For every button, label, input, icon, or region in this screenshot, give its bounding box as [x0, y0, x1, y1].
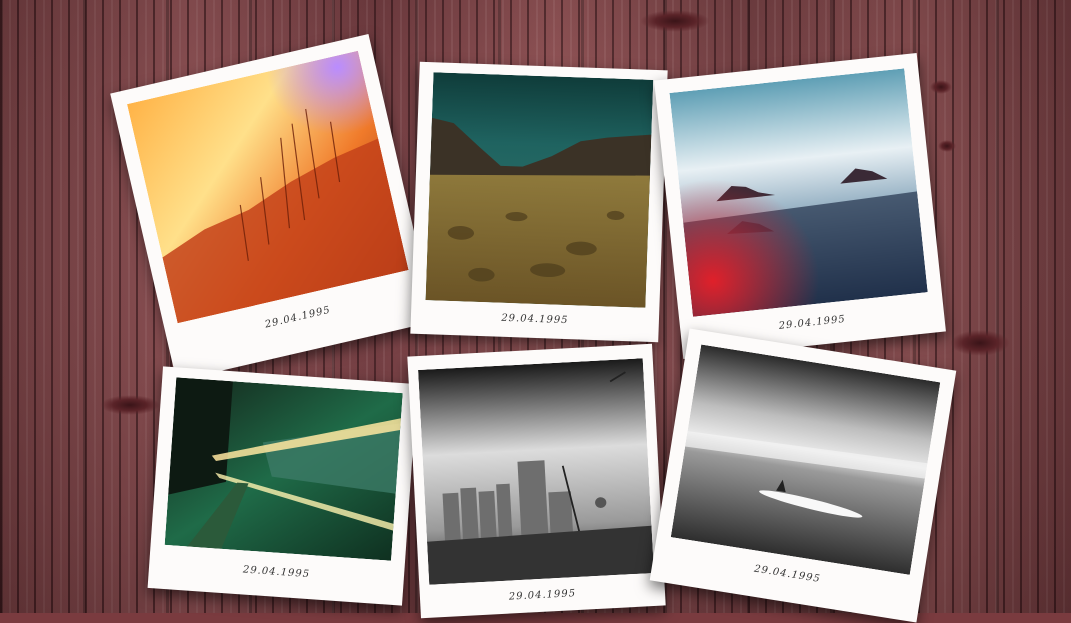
wood-knot: [950, 330, 1010, 356]
wood-knot: [930, 80, 952, 94]
polaroid-surfboard-beach[interactable]: 29.04.1995: [649, 328, 957, 623]
photo-sunset-field: [127, 50, 409, 324]
polaroid-desert-valley[interactable]: 29.04.1995: [410, 61, 668, 343]
photo-desert-valley: [425, 72, 654, 308]
polaroid-night-street[interactable]: 29.04.1995: [147, 366, 418, 606]
wood-knot: [938, 140, 956, 152]
polaroid-sunset-field[interactable]: 29.04.1995: [110, 33, 435, 382]
photo-sea-rocks: [669, 68, 928, 317]
photo-industrial-silos: [418, 358, 654, 585]
wood-knot: [100, 395, 160, 415]
photo-surfboard-beach: [670, 344, 941, 575]
polaroid-sea-rocks[interactable]: 29.04.1995: [654, 52, 946, 360]
photo-caption: 29.04.1995: [501, 312, 569, 327]
wood-knot: [640, 10, 710, 32]
photo-caption: 29.04.1995: [508, 588, 577, 603]
photo-night-street: [164, 377, 403, 561]
photo-caption: 29.04.1995: [242, 564, 311, 581]
polaroid-industrial-silos[interactable]: 29.04.1995: [407, 343, 666, 619]
